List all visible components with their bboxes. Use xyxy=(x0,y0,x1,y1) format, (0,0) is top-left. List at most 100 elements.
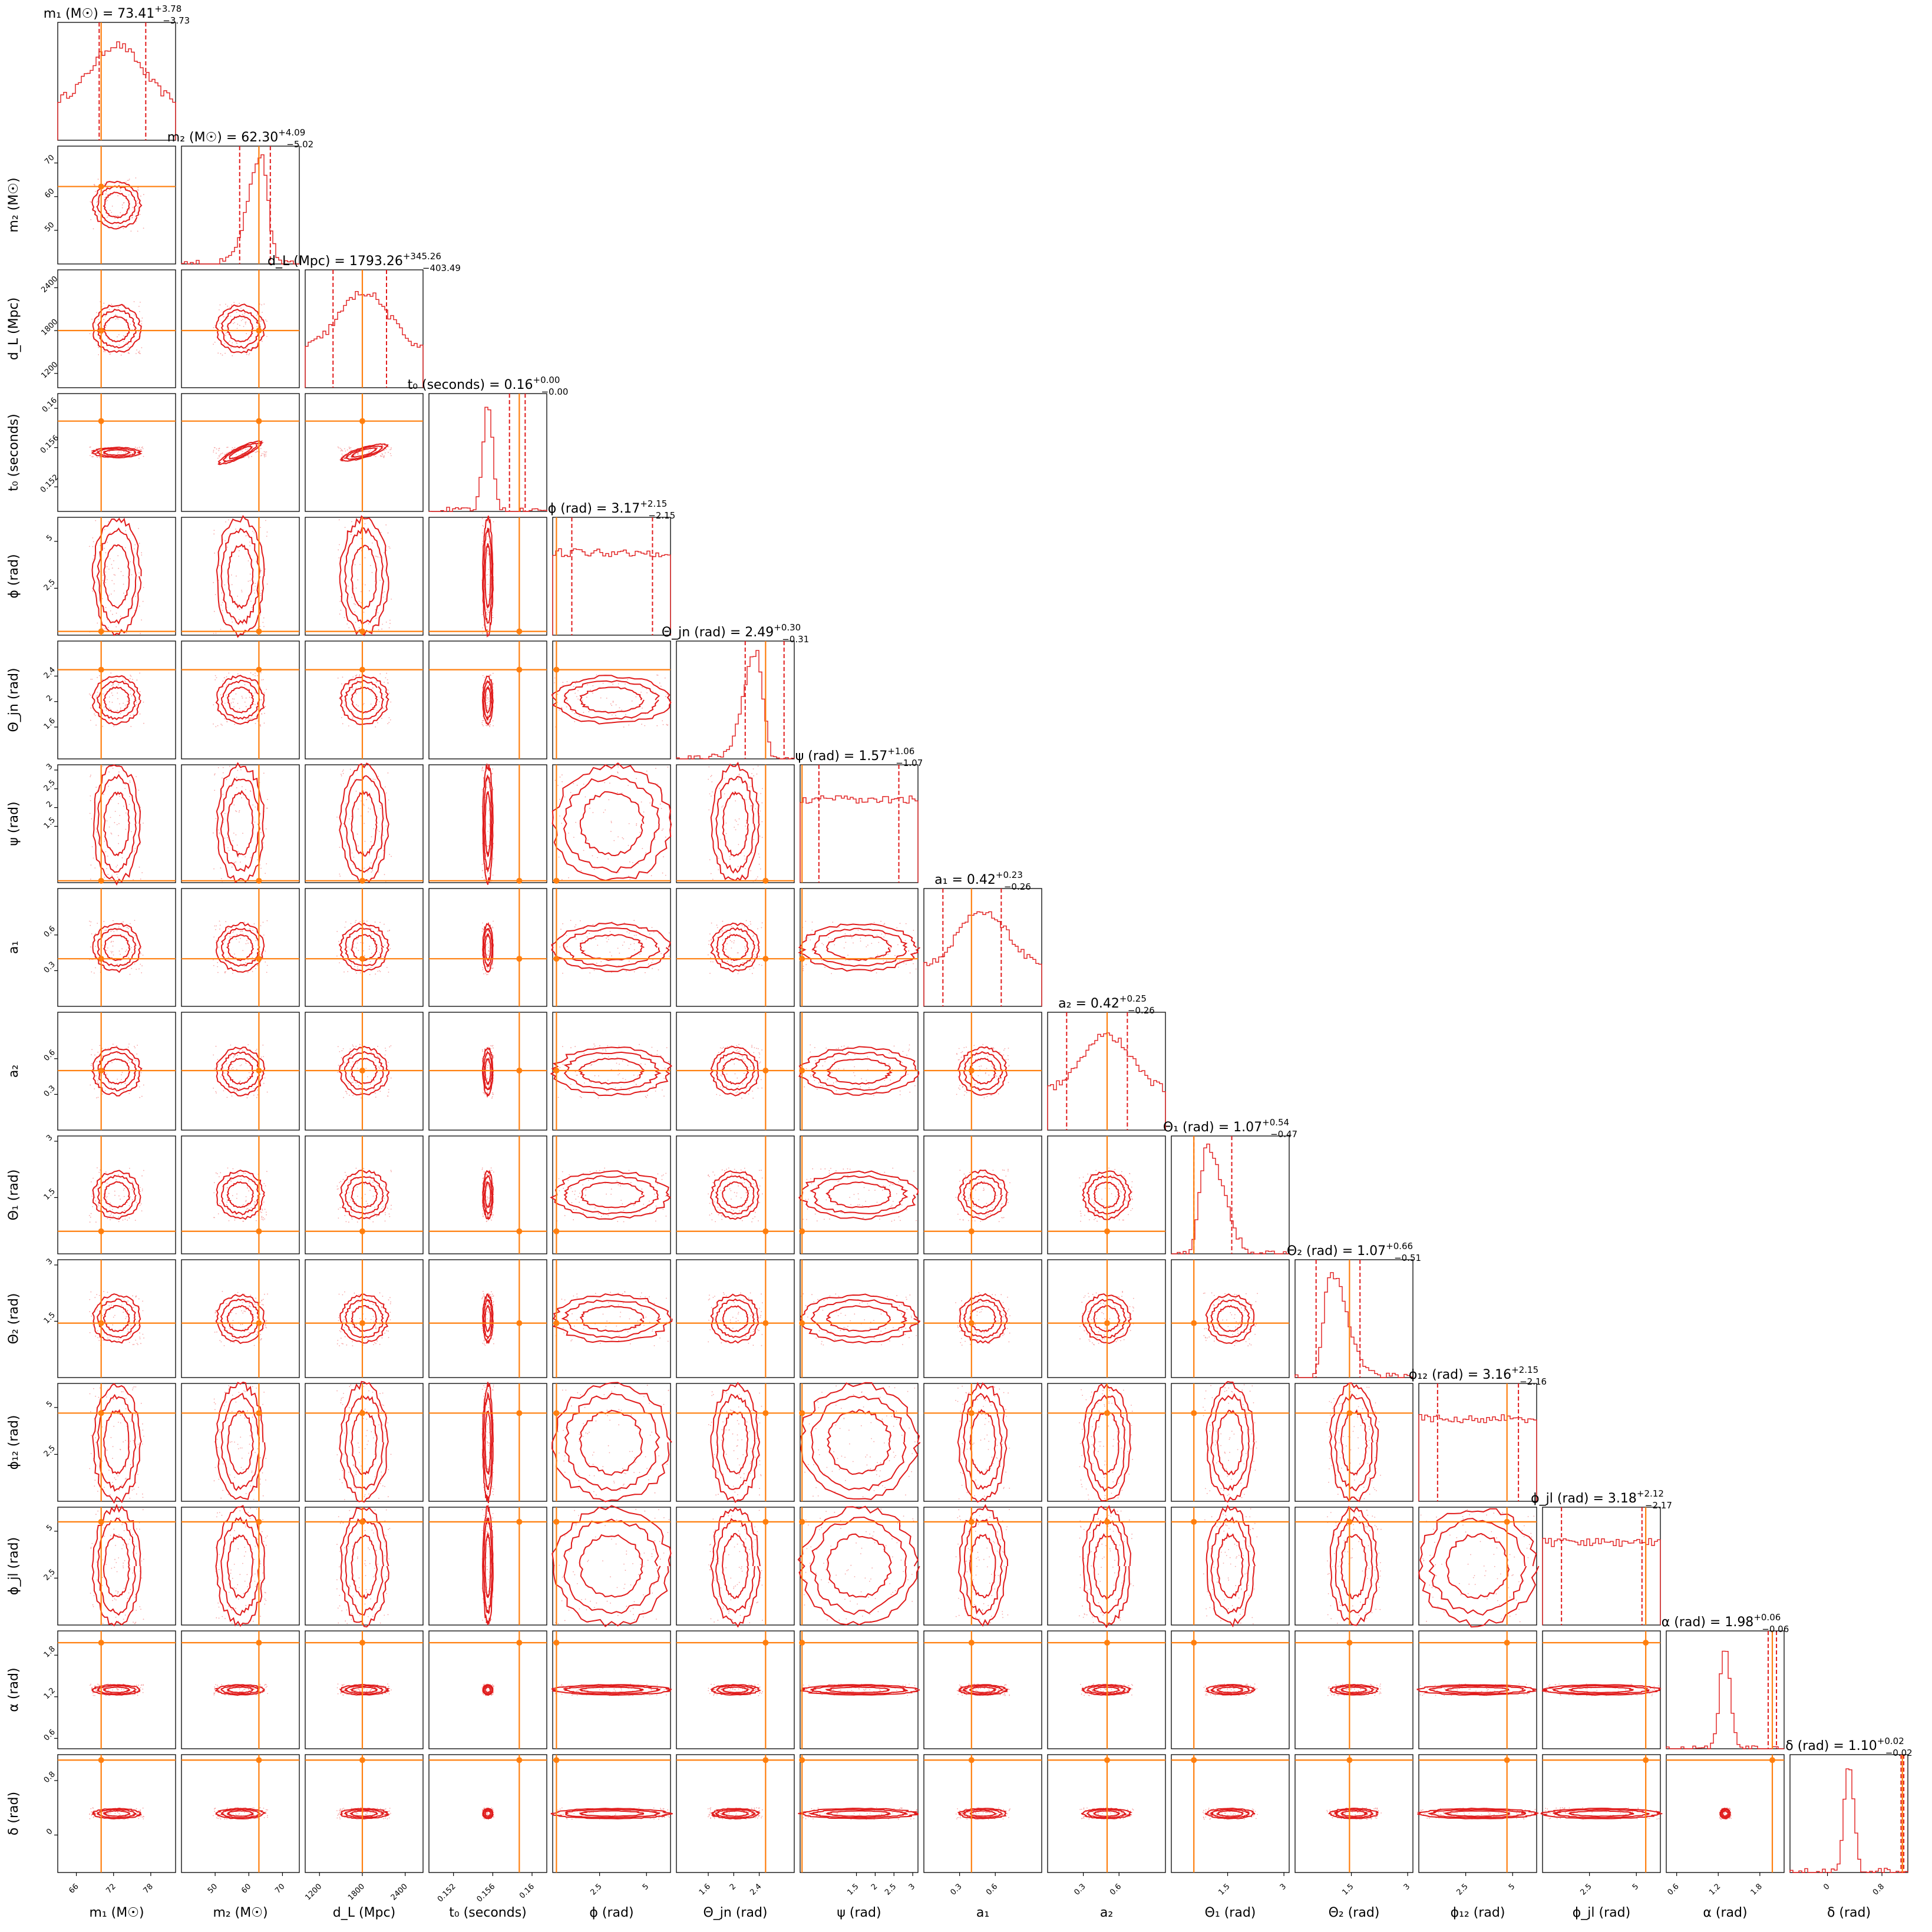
sample-point xyxy=(243,1172,245,1174)
sample-point xyxy=(231,449,233,451)
sample-point xyxy=(107,856,108,857)
sample-point xyxy=(245,706,247,708)
sample-point xyxy=(138,1298,140,1300)
panel-frame xyxy=(552,888,671,1007)
sample-point xyxy=(593,1047,594,1049)
sample-point xyxy=(714,1201,715,1203)
sample-point xyxy=(129,1168,130,1169)
sample-point xyxy=(710,961,712,963)
sample-point xyxy=(111,940,113,942)
sample-point xyxy=(486,966,487,967)
sample-point xyxy=(215,632,217,634)
sample-point xyxy=(1130,1210,1132,1211)
sample-point xyxy=(879,1218,880,1220)
sample-point xyxy=(214,325,216,326)
sample-point xyxy=(355,1323,357,1325)
sample-point xyxy=(105,1197,107,1198)
sample-point xyxy=(261,1217,263,1218)
sample-point xyxy=(738,934,740,936)
sample-point xyxy=(491,1219,492,1221)
sample-point xyxy=(355,622,356,623)
sample-point xyxy=(352,1326,354,1328)
sample-point xyxy=(368,451,370,453)
sample-point xyxy=(617,683,619,685)
sample-point xyxy=(95,831,97,833)
sample-point xyxy=(375,1326,377,1327)
sample-point xyxy=(135,1060,137,1062)
sample-point xyxy=(103,351,105,352)
sample-point xyxy=(390,448,392,450)
sample-point xyxy=(757,801,759,802)
y-tick-label: 0.156 xyxy=(39,434,61,455)
sample-point xyxy=(226,676,227,678)
sample-point xyxy=(359,682,361,684)
sample-point xyxy=(95,724,97,726)
sample-point xyxy=(364,1209,366,1211)
y-tick-label: 0.3 xyxy=(42,960,57,975)
sample-point xyxy=(761,1087,762,1089)
sample-point xyxy=(107,1201,108,1203)
sample-point xyxy=(1132,1198,1133,1200)
sample-point xyxy=(98,346,100,348)
sample-point xyxy=(622,1293,623,1294)
contour-panel-3-2 xyxy=(305,393,424,512)
sample-point xyxy=(739,1210,740,1211)
contour-line xyxy=(215,922,265,973)
sample-point xyxy=(132,679,133,680)
sample-point xyxy=(128,1059,129,1061)
sample-point xyxy=(341,453,343,455)
sample-point xyxy=(340,450,342,452)
sample-point xyxy=(369,1180,371,1182)
sample-point xyxy=(980,1220,982,1222)
sample-point xyxy=(264,1293,265,1295)
sample-point xyxy=(857,1204,858,1206)
sample-point xyxy=(481,1169,483,1170)
sample-point xyxy=(482,969,484,970)
sample-point xyxy=(217,962,219,963)
sample-point xyxy=(374,580,376,582)
sample-point xyxy=(805,1068,807,1069)
sample-point xyxy=(349,1048,351,1050)
sample-point xyxy=(227,931,229,933)
sample-point xyxy=(355,587,357,589)
sample-point xyxy=(90,800,91,801)
sample-point xyxy=(245,1298,246,1300)
sample-point xyxy=(347,971,349,972)
sample-point xyxy=(603,812,605,813)
sample-point xyxy=(633,920,635,922)
sample-point xyxy=(140,1191,141,1193)
sample-point xyxy=(389,453,391,454)
sample-point xyxy=(610,821,612,822)
sample-point xyxy=(559,815,560,817)
sample-point xyxy=(138,306,140,307)
contour-line xyxy=(96,680,137,721)
sample-point xyxy=(339,1330,341,1332)
sample-point xyxy=(1007,1055,1009,1056)
sample-point xyxy=(367,1339,369,1340)
sample-point xyxy=(753,1183,755,1184)
sample-point xyxy=(254,1303,256,1305)
sample-point xyxy=(489,726,491,728)
sample-point xyxy=(488,554,489,556)
sample-point xyxy=(239,1080,241,1082)
sample-point xyxy=(344,1291,345,1293)
sample-point xyxy=(247,560,249,562)
sample-point xyxy=(711,795,712,797)
sample-point xyxy=(348,1221,349,1223)
sample-point xyxy=(90,679,92,680)
sample-point xyxy=(350,1076,352,1078)
sample-point xyxy=(481,768,483,770)
sample-point xyxy=(487,715,489,716)
sample-point xyxy=(389,1216,391,1217)
sample-point xyxy=(126,949,127,951)
sample-point xyxy=(354,564,356,566)
sample-point xyxy=(973,1045,975,1046)
sample-point xyxy=(339,1207,341,1208)
sample-point xyxy=(135,1339,137,1341)
sample-point xyxy=(115,1179,117,1181)
sample-point xyxy=(740,1197,742,1198)
sample-point xyxy=(125,828,127,830)
sample-point xyxy=(223,677,225,679)
sample-point xyxy=(344,1319,345,1320)
sample-point xyxy=(1097,1220,1098,1222)
